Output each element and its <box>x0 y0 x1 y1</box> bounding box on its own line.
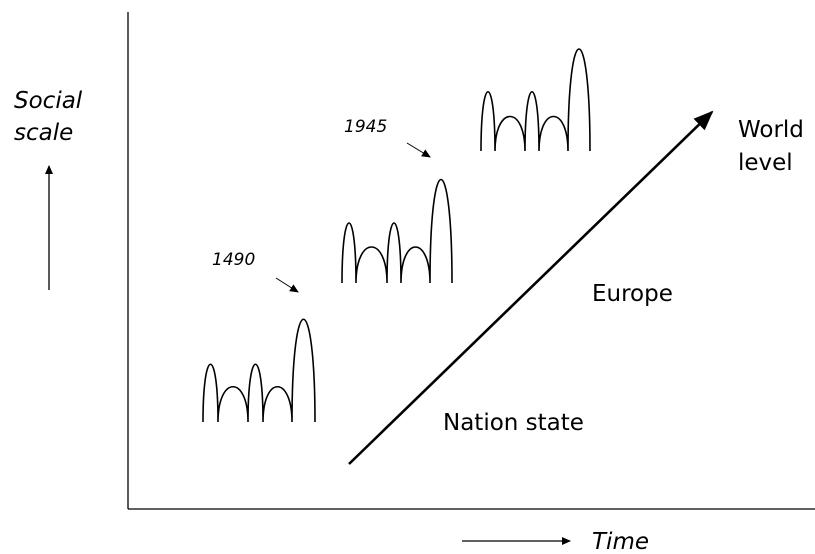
arches-world-icon <box>480 48 591 152</box>
year-1490-label: 1490 <box>212 250 255 270</box>
world-level-label-line1: World <box>738 117 804 143</box>
year-1945-pointer <box>406 142 431 158</box>
growth-arrow <box>348 110 714 465</box>
x-axis-label: Time <box>592 529 649 554</box>
arches-1490-icon <box>202 318 316 423</box>
y-axis-label-social: Social <box>14 88 83 114</box>
europe-label: Europe <box>592 281 673 307</box>
year-1490-pointer <box>275 277 299 293</box>
nation-state-label: Nation state <box>443 410 584 436</box>
year-1945-label: 1945 <box>344 117 387 137</box>
arches-1945-icon <box>341 178 453 284</box>
world-level-label-line2: level <box>738 150 793 176</box>
y-axis-label-scale: scale <box>14 120 73 146</box>
